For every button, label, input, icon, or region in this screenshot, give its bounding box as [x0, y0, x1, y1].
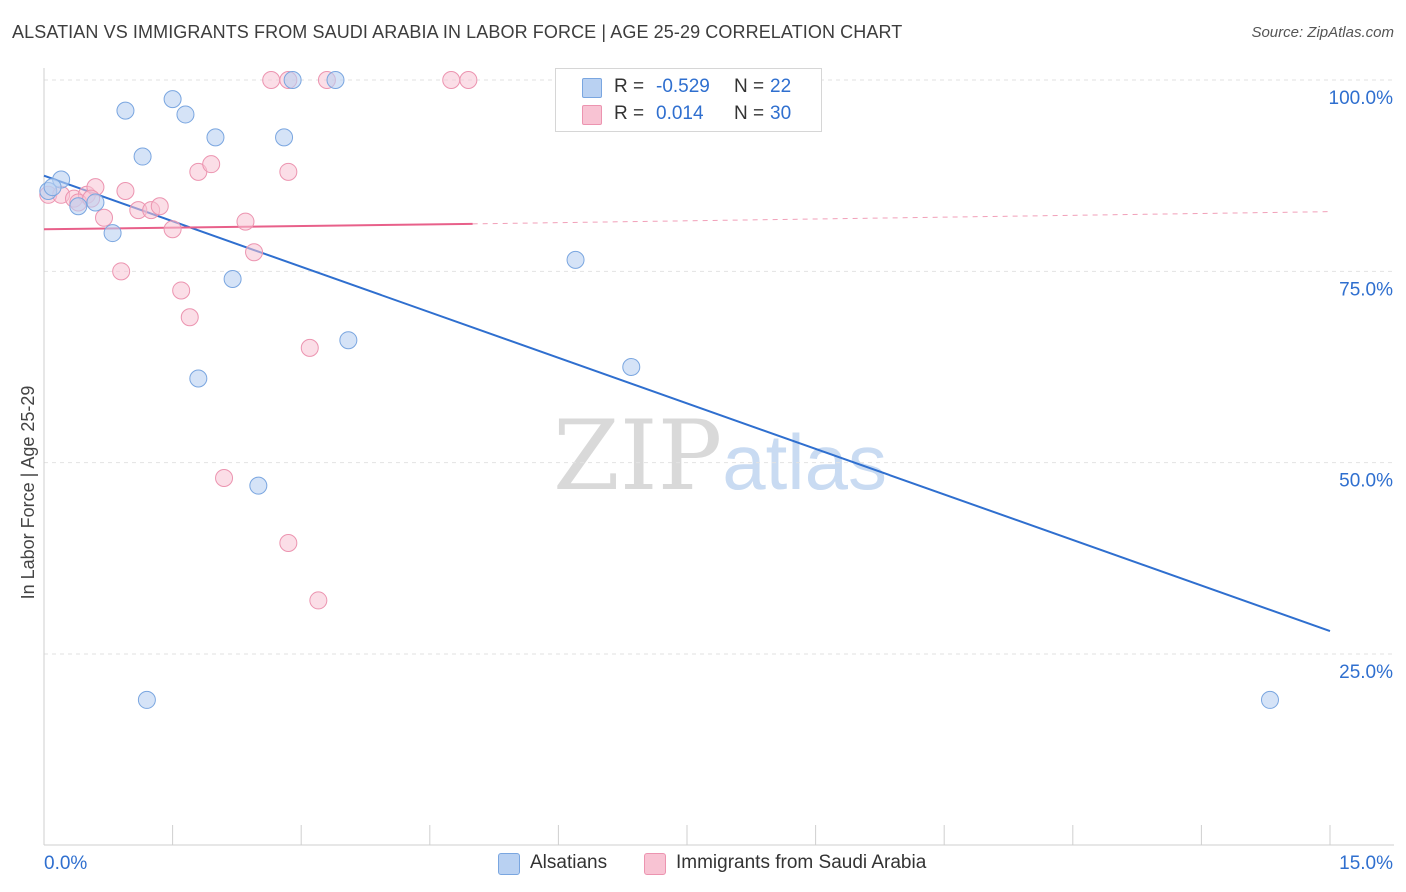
x-tick-label: 15.0% — [1339, 853, 1393, 874]
point-alsatians — [206, 128, 225, 147]
legend-n-value: 30 — [770, 103, 792, 124]
watermark-atlas: atlas — [722, 418, 887, 506]
bottom-legend-swatch-alsatians — [498, 853, 520, 875]
point-saudi — [150, 197, 169, 216]
point-saudi — [262, 71, 281, 89]
point-saudi — [172, 281, 191, 300]
trend-lines — [43, 174, 1331, 632]
legend-n-label: N = — [734, 76, 765, 97]
axis-labels: 25.0% 50.0% 75.0% 100.0% 0.0% 15.0% In Labor F… — [18, 88, 1393, 874]
point-alsatians — [283, 71, 302, 89]
legend-r-label: R = — [614, 103, 645, 124]
x-tick-label: 0.0% — [44, 853, 87, 874]
legend-r-value: 0.014 — [656, 103, 704, 124]
legend-swatch-alsatians — [582, 78, 602, 98]
point-alsatians — [566, 250, 585, 269]
legend-r-value: -0.529 — [656, 76, 710, 97]
legend-r-label: R = — [614, 76, 645, 97]
bottom-legend-label-alsatians: Alsatians — [530, 852, 608, 873]
y-axis-title: In Labor Force | Age 25-29 — [18, 386, 38, 600]
trend-line-saudi-extension — [472, 211, 1331, 225]
bottom-legend-label-saudi: Immigrants from Saudi Arabia — [676, 852, 927, 873]
gridlines — [44, 79, 1394, 655]
point-saudi — [163, 220, 182, 239]
y-tick-label: 100.0% — [1329, 88, 1394, 109]
point-alsatians — [275, 128, 294, 147]
point-alsatians — [189, 369, 208, 388]
point-alsatians — [116, 101, 135, 120]
point-alsatians — [223, 269, 242, 288]
point-saudi — [215, 468, 234, 487]
y-tick-label: 50.0% — [1339, 471, 1393, 492]
watermark: ZIPatlas — [553, 400, 887, 512]
point-alsatians — [249, 476, 268, 495]
legend-swatch-saudi — [582, 105, 602, 125]
point-saudi — [279, 534, 298, 553]
point-saudi — [180, 308, 199, 327]
point-saudi — [236, 212, 255, 231]
point-saudi — [300, 338, 319, 357]
point-alsatians — [69, 197, 88, 216]
axes — [43, 68, 1394, 846]
point-saudi — [116, 181, 135, 200]
point-alsatians — [43, 178, 62, 197]
point-alsatians — [1260, 690, 1279, 709]
point-alsatians — [163, 90, 182, 109]
point-saudi — [309, 591, 328, 610]
point-alsatians — [622, 358, 641, 376]
point-alsatians — [176, 105, 195, 124]
watermark-zip: ZIP — [553, 400, 723, 512]
point-alsatians — [326, 71, 345, 89]
source-credit: Source: ZipAtlas.com — [1251, 24, 1394, 41]
trend-line-alsatians — [43, 174, 1331, 632]
point-saudi — [112, 262, 131, 281]
bottom-legend-swatch-saudi — [644, 853, 666, 875]
stats-legend: R = -0.529 N = 22 R = 0.014 N = 30 — [555, 68, 822, 132]
point-saudi — [442, 71, 461, 89]
point-saudi — [279, 162, 298, 181]
y-tick-label: 25.0% — [1339, 662, 1393, 683]
legend-n-value: 22 — [770, 76, 792, 97]
chart-title: ALSATIAN VS IMMIGRANTS FROM SAUDI ARABIA… — [12, 22, 903, 42]
data-points — [39, 71, 1279, 709]
point-alsatians — [339, 331, 358, 350]
point-alsatians — [86, 193, 105, 212]
point-saudi — [202, 155, 221, 174]
point-alsatians — [137, 690, 156, 709]
legend-n-label: N = — [734, 103, 765, 124]
point-saudi — [245, 243, 264, 262]
point-saudi — [95, 208, 114, 227]
y-tick-label: 75.0% — [1339, 279, 1393, 300]
point-alsatians — [133, 147, 152, 166]
point-saudi — [459, 71, 478, 89]
point-alsatians — [103, 224, 122, 243]
